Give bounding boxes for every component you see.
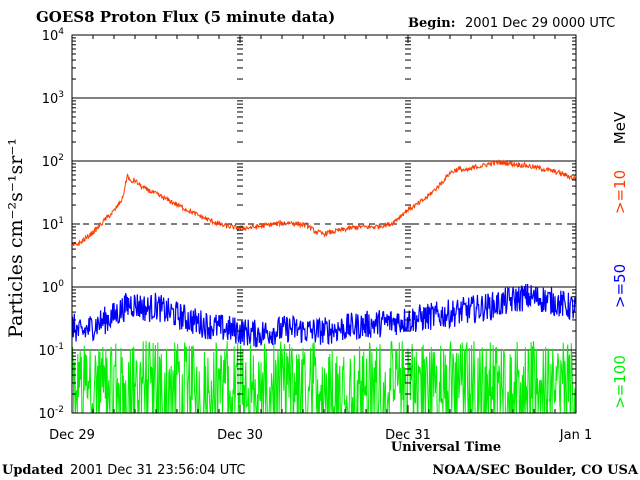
x-axis-title: Universal Time <box>391 440 501 455</box>
begin-value: 2001 Dec 29 0000 UTC <box>465 16 615 31</box>
series-line-ge100 <box>71 340 577 414</box>
x-tick-label: Dec 29 <box>49 428 95 443</box>
y-tick-label: 102 <box>42 153 64 170</box>
begin-label: Begin: <box>408 16 456 31</box>
y-tick-label: 104 <box>42 27 65 44</box>
y-tick-label: 100 <box>42 279 65 296</box>
updated-label: Updated <box>2 463 63 478</box>
y-tick-label: 10-2 <box>38 405 64 422</box>
legend-ge10: >=10 <box>611 170 629 214</box>
series-line-ge10 <box>71 159 577 247</box>
legend-ge100: >=100 <box>611 355 629 409</box>
x-tick-label: Jan 1 <box>559 428 592 443</box>
updated-value: 2001 Dec 31 23:56:04 UTC <box>70 463 245 478</box>
series-line-ge50 <box>71 283 577 348</box>
y-axis-title: Particles cm⁻²s⁻¹sr⁻¹ <box>5 138 27 338</box>
source-credit: NOAA/SEC Boulder, CO USA <box>432 463 639 478</box>
y-tick-label: 101 <box>42 216 64 233</box>
y-tick-labels: 10-2 10-1 100 101 102 103 104 <box>38 27 64 422</box>
axis-ticks <box>71 34 577 414</box>
gridlines <box>72 97 576 351</box>
y-tick-label: 10-1 <box>38 342 64 359</box>
series-lines <box>71 159 577 414</box>
x-tick-label: Dec 30 <box>217 428 263 443</box>
legend-ge50: >=50 <box>611 264 629 308</box>
plot-frame <box>71 34 577 414</box>
x-tick-label: Dec 31 <box>385 428 431 443</box>
chart-title: GOES8 Proton Flux (5 minute data) <box>36 8 335 26</box>
unit-label: MeV <box>611 111 629 144</box>
x-tick-labels: Dec 29 Dec 30 Dec 31 Jan 1 <box>49 428 592 443</box>
y-tick-label: 103 <box>42 90 64 107</box>
